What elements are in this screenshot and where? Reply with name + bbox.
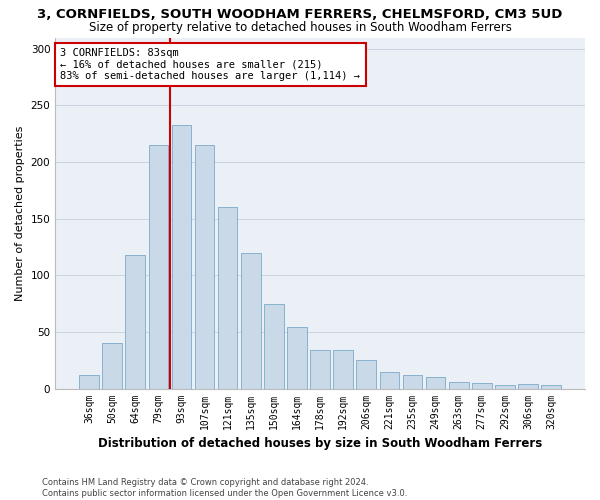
Bar — [241, 252, 260, 388]
Text: 3, CORNFIELDS, SOUTH WOODHAM FERRERS, CHELMSFORD, CM3 5UD: 3, CORNFIELDS, SOUTH WOODHAM FERRERS, CH… — [37, 8, 563, 20]
Bar — [218, 208, 238, 388]
Bar — [103, 344, 122, 388]
Bar — [449, 382, 469, 388]
Y-axis label: Number of detached properties: Number of detached properties — [15, 126, 25, 300]
Text: Contains HM Land Registry data © Crown copyright and database right 2024.
Contai: Contains HM Land Registry data © Crown c… — [42, 478, 407, 498]
Bar — [518, 384, 538, 388]
Bar — [172, 124, 191, 388]
Bar — [403, 375, 422, 388]
Bar — [380, 372, 399, 388]
Bar — [334, 350, 353, 389]
Bar — [472, 383, 491, 388]
Bar — [264, 304, 284, 388]
Bar — [310, 350, 330, 389]
Bar — [125, 255, 145, 388]
Bar — [195, 145, 214, 388]
X-axis label: Distribution of detached houses by size in South Woodham Ferrers: Distribution of detached houses by size … — [98, 437, 542, 450]
Bar — [149, 145, 168, 388]
Bar — [356, 360, 376, 388]
Bar — [287, 328, 307, 388]
Text: Size of property relative to detached houses in South Woodham Ferrers: Size of property relative to detached ho… — [89, 21, 511, 34]
Text: 3 CORNFIELDS: 83sqm
← 16% of detached houses are smaller (215)
83% of semi-detac: 3 CORNFIELDS: 83sqm ← 16% of detached ho… — [61, 48, 361, 81]
Bar — [426, 377, 445, 388]
Bar — [495, 385, 515, 388]
Bar — [541, 385, 561, 388]
Bar — [79, 375, 99, 388]
